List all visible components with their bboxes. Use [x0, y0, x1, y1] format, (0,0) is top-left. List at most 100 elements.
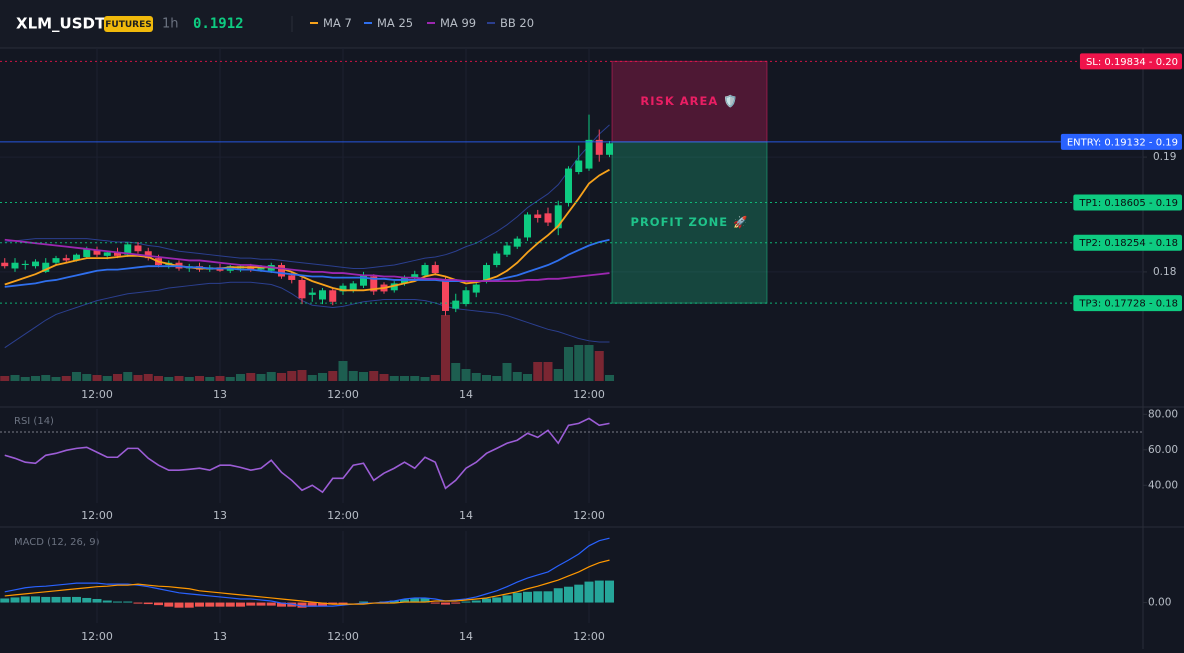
volume-bar — [133, 375, 143, 381]
histogram-bar — [51, 596, 61, 603]
histogram-bar — [441, 602, 450, 605]
histogram-bar — [400, 599, 409, 603]
histogram-bar — [246, 602, 256, 606]
volume-bar — [246, 373, 256, 381]
level-label: TP3: 0.17728 - 0.18 — [1078, 299, 1178, 310]
histogram-bar — [277, 602, 286, 607]
volume-bar — [61, 376, 71, 381]
volume-bar — [164, 377, 174, 381]
candle-body — [83, 248, 91, 257]
volume-bar — [277, 373, 286, 381]
volume-bar — [123, 372, 133, 381]
candle-body — [493, 253, 501, 266]
level-label: TP2: 0.18254 - 0.18 — [1078, 238, 1178, 249]
y-tick-label: 0.18 — [1153, 266, 1176, 278]
histogram-bar — [236, 602, 245, 607]
volume-bar — [174, 376, 184, 381]
candle-body — [257, 267, 265, 270]
volume-bar — [225, 377, 235, 381]
candle-body — [73, 254, 80, 261]
histogram-bar — [205, 602, 215, 607]
histogram-bar — [605, 580, 614, 603]
volume-bar — [287, 371, 297, 381]
candle-body — [52, 258, 60, 263]
zone-label: PROFIT ZONE 🚀 — [631, 215, 749, 229]
level-label-bg — [1079, 53, 1182, 70]
candle-body — [11, 262, 19, 269]
volume-bar — [564, 347, 573, 381]
volume-bar — [533, 362, 543, 381]
volume-bar — [328, 371, 338, 381]
volume-bar — [307, 375, 317, 381]
volume-bar — [0, 376, 10, 381]
candle-body — [21, 263, 29, 266]
zone — [611, 141, 768, 304]
histogram-bar — [195, 602, 204, 607]
volume-bar — [215, 376, 225, 381]
histogram-bar — [574, 584, 584, 603]
level-label: ENTRY: 0.19132 - 0.19 — [1067, 137, 1178, 148]
x-tick-label: 13 — [213, 630, 227, 643]
candle-body — [360, 275, 367, 286]
candle-body — [472, 284, 480, 293]
volume-bar — [410, 376, 420, 381]
histogram-bar — [225, 602, 235, 607]
candle-body — [442, 279, 449, 311]
x-tick-label: 12:00 — [81, 509, 113, 522]
legend-label: BB 20 — [500, 16, 534, 30]
level-label-bg — [1073, 194, 1182, 211]
candle-body — [585, 139, 593, 169]
histogram-bar — [215, 602, 225, 607]
volume-bar — [154, 376, 163, 381]
volume-bar — [82, 374, 92, 381]
volume-bar — [471, 373, 481, 381]
macd-line — [4, 537, 610, 607]
badge-bg — [104, 16, 153, 32]
candle-body — [452, 300, 460, 309]
candle-body — [114, 252, 121, 256]
histogram-bar — [143, 602, 153, 605]
histogram-bar — [564, 586, 573, 603]
histogram-bar — [10, 597, 20, 603]
candle-body — [308, 292, 316, 295]
candle-body — [554, 205, 562, 229]
interval: 1h — [162, 17, 179, 32]
volume-bar — [10, 375, 20, 381]
volume-bar — [297, 370, 307, 381]
histogram-bar — [553, 588, 563, 603]
histogram-bar — [584, 581, 594, 603]
volume-bar — [348, 371, 358, 381]
moving-average — [4, 168, 610, 292]
legend-label: MA 7 — [323, 16, 352, 30]
candle-body — [534, 214, 542, 218]
x-tick-label: 12:00 — [327, 630, 359, 643]
candle-body — [103, 252, 111, 256]
histogram-bar — [164, 602, 174, 607]
volume-bar — [266, 372, 276, 381]
histogram-bar — [471, 600, 481, 603]
histogram-bar — [594, 580, 604, 603]
candle-body — [462, 290, 470, 305]
histogram-bar — [266, 602, 276, 606]
volume-bar — [359, 372, 368, 381]
histogram-bar — [31, 596, 40, 603]
candle-body — [62, 258, 70, 261]
x-tick-label: 12:00 — [81, 630, 113, 643]
x-tick-label: 12:00 — [327, 509, 359, 522]
histogram-bar — [102, 600, 112, 603]
x-tick-label: 12:00 — [573, 630, 605, 643]
candle-body — [606, 143, 613, 155]
histogram-bar — [113, 601, 122, 603]
histogram-bar — [0, 598, 10, 603]
y-tick-label: 40.00 — [1148, 479, 1178, 491]
moving-average — [4, 238, 610, 282]
volume-bar — [379, 374, 389, 381]
x-tick-label: 14 — [459, 630, 473, 643]
zone-label: RISK AREA 🛡️ — [640, 94, 738, 108]
histogram-bar — [451, 602, 461, 604]
bb-upper — [4, 124, 610, 269]
histogram-bar — [41, 596, 51, 603]
candle-body — [42, 262, 50, 272]
volume-bar — [92, 375, 102, 381]
